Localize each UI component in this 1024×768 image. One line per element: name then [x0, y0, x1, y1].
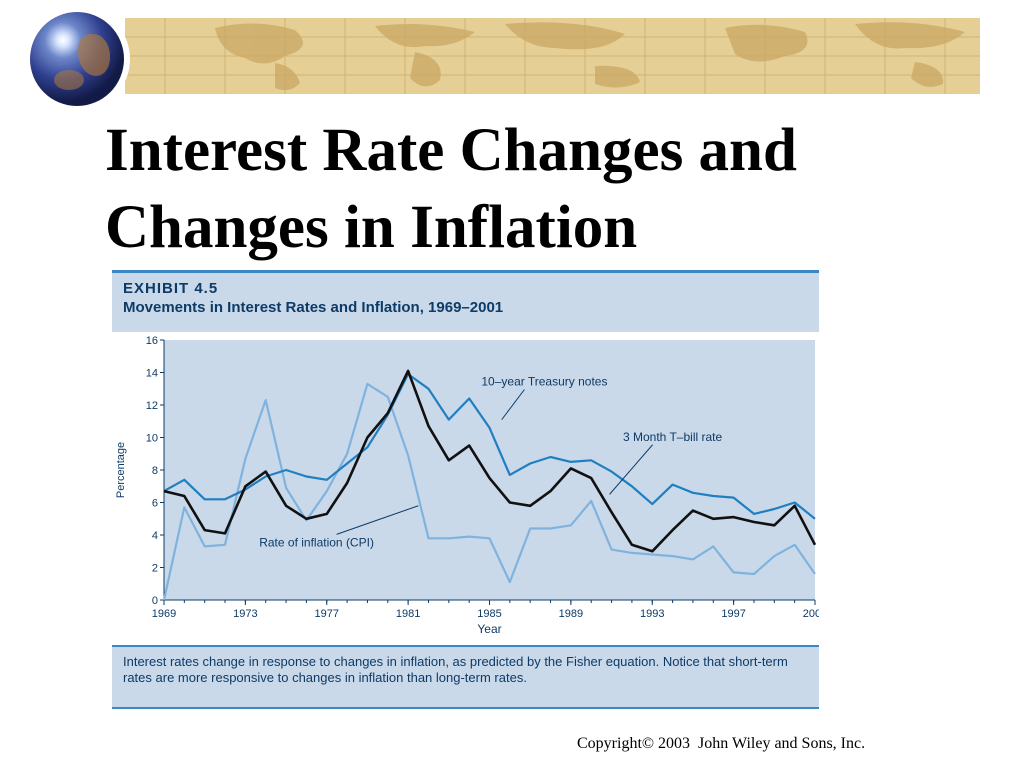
annotations: 10–year Treasury notes 3 Month T–bill rat…: [259, 375, 722, 550]
series-line-cpi-inflation: [162, 382, 816, 601]
y-tick-label: 8: [152, 465, 158, 477]
slide-title: Interest Rate Changes and Changes in Inf…: [105, 112, 905, 266]
annotation-label: 10–year Treasury notes: [481, 375, 607, 389]
annotation-label: Rate of inflation (CPI): [259, 535, 374, 549]
world-map-banner: [125, 18, 980, 94]
x-tick-label: 1977: [315, 608, 339, 620]
annotation-pointer-line: [336, 505, 419, 535]
y-tick-label: 2: [152, 563, 158, 575]
globe-logo-icon: [30, 12, 124, 106]
exhibit-subtitle: Movements in Interest Rates and Inflatio…: [123, 299, 504, 316]
series-layer: [162, 369, 817, 601]
annotation-pointer-line: [501, 389, 525, 420]
exhibit-caption: Interest rates change in response to cha…: [123, 654, 788, 685]
x-tick-label: 1993: [640, 608, 664, 620]
exhibit-header: EXHIBIT 4.5 Movements in Interest Rates …: [112, 270, 819, 337]
x-tick-label: 1997: [721, 608, 745, 620]
exhibit-caption-box: Interest rates change in response to cha…: [112, 645, 819, 709]
y-axis-label: Percentage: [115, 442, 127, 498]
x-tick-label: 1985: [477, 608, 501, 620]
y-tick-label: 4: [152, 530, 158, 542]
annotation-label: 3 Month T–bill rate: [623, 430, 722, 444]
y-tick-label: 0: [152, 595, 158, 607]
world-map-graphic: [125, 18, 980, 94]
line-chart: 0 2 4 6 8 10 12 14 16 1969 1973 1977 1981 1985 1989 199…: [115, 335, 819, 636]
x-tick-label: 2001: [803, 608, 819, 620]
x-tick-label: 1973: [233, 608, 257, 620]
slide-title-line-2: Changes in Inflation: [105, 194, 638, 261]
chart-area: 0 2 4 6 8 10 12 14 16 1969 1973 1977 1981 1985 1989 199…: [112, 332, 819, 642]
plot-background: [164, 340, 815, 600]
x-tick-label: 1981: [396, 608, 420, 620]
x-axis-label: Year: [477, 622, 501, 636]
exhibit-label: EXHIBIT 4.5: [123, 280, 219, 297]
y-tick-label: 12: [146, 400, 158, 412]
slide-title-line-1: Interest Rate Changes and: [105, 117, 797, 184]
series-line-tbill-3month: [163, 369, 817, 553]
annotation-pointer-line: [609, 444, 653, 495]
axes: 0 2 4 6 8 10 12 14 16 1969 1973 1977 1981 1985 1989 199…: [146, 335, 819, 620]
y-tick-label: 16: [146, 335, 158, 347]
x-tick-label: 1989: [559, 608, 583, 620]
series-line-treasury-10yr: [163, 372, 816, 520]
y-tick-label: 6: [152, 498, 158, 510]
copyright-notice: Copyright© 2003 John Wiley and Sons, Inc…: [577, 735, 866, 752]
y-tick-label: 10: [146, 433, 158, 445]
y-tick-label: 14: [146, 368, 158, 380]
x-tick-label: 1969: [152, 608, 176, 620]
